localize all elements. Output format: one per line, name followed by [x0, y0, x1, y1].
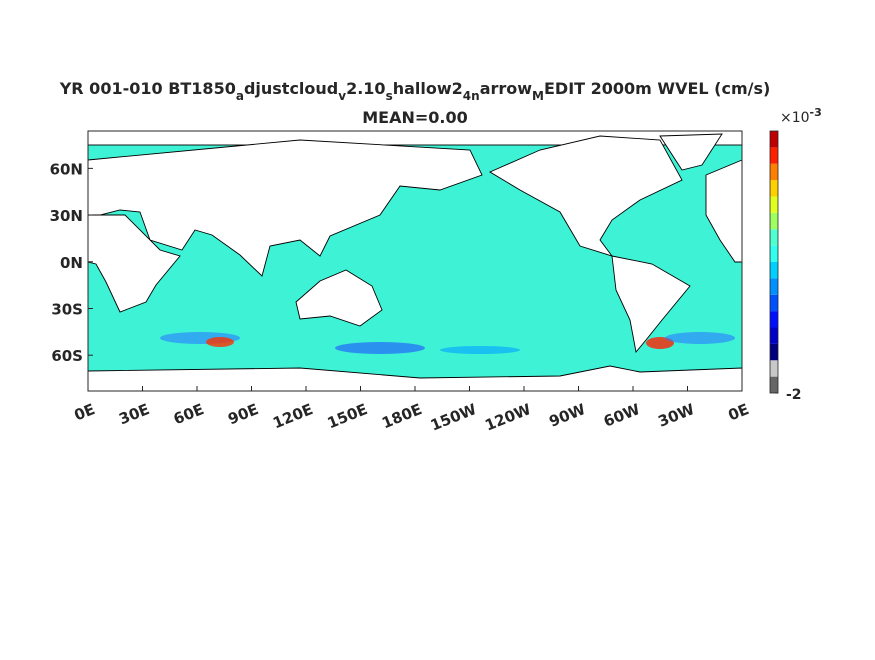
colorbar-segment: [770, 327, 778, 344]
field-pattern: [440, 346, 520, 354]
multiplier-exponent: -3: [810, 106, 822, 119]
map: [87, 130, 743, 392]
title-subscript: a: [236, 89, 244, 103]
colorbar-segment: [770, 163, 778, 181]
field-pattern: [646, 337, 674, 349]
title-part: djustcloud: [244, 79, 338, 98]
field-pattern: [665, 332, 735, 344]
multiplier-base: ×10: [780, 110, 810, 126]
eurasia: [87, 139, 483, 277]
greenland: [659, 133, 723, 171]
title-subscript: s: [386, 89, 393, 103]
title-subscript: v: [338, 89, 346, 103]
title-subscript: M: [532, 89, 544, 103]
colorbar-segment: [770, 196, 778, 213]
chart-subtitle: MEAN=0.00: [362, 108, 468, 127]
y-tick-label: 30N: [50, 207, 83, 225]
colorbar-segment: [770, 131, 778, 148]
colorbar-tick-label: -2: [786, 387, 802, 403]
colorbar-segment: [770, 262, 778, 279]
y-tick-label: 0N: [60, 254, 83, 272]
africa: [87, 214, 181, 313]
title-part: EDIT 2000m WVEL (cm/s): [544, 79, 770, 98]
colorbar-segment: [770, 245, 778, 262]
colorbar-segment: [770, 147, 778, 164]
colorbar-frame: [769, 130, 779, 394]
chart-title: YR 001-010 BT1850adjustcloudv2.10shallow…: [59, 79, 771, 103]
north-america: [489, 135, 683, 257]
title-part: hallow2: [393, 79, 463, 98]
colorbar-segment: [770, 278, 778, 295]
title-subscript: 4n: [463, 89, 480, 103]
colorbar-segment: [770, 343, 778, 361]
title-part: arrow: [480, 79, 533, 98]
colorbar-segment: [770, 360, 778, 377]
colorbar-segment: [770, 180, 778, 197]
colorbar-segment: [770, 376, 778, 393]
y-tick-label: 30S: [51, 300, 83, 318]
y-tick-label: 60N: [50, 160, 83, 178]
title-part: YR 001-010 BT1850: [59, 79, 236, 98]
colorbar-segment: [770, 294, 778, 312]
y-tick-label: 60S: [51, 347, 83, 365]
field-pattern: [206, 337, 234, 347]
colorbar-segment: [770, 229, 778, 246]
colorbar-multiplier: ×10-3: [780, 106, 822, 126]
colorbar-segment: [770, 212, 778, 230]
field-pattern: [335, 342, 425, 354]
australia: [295, 269, 383, 327]
south-america: [611, 255, 691, 354]
colorbar-segment: [770, 311, 778, 328]
title-part: 2.10: [346, 79, 385, 98]
